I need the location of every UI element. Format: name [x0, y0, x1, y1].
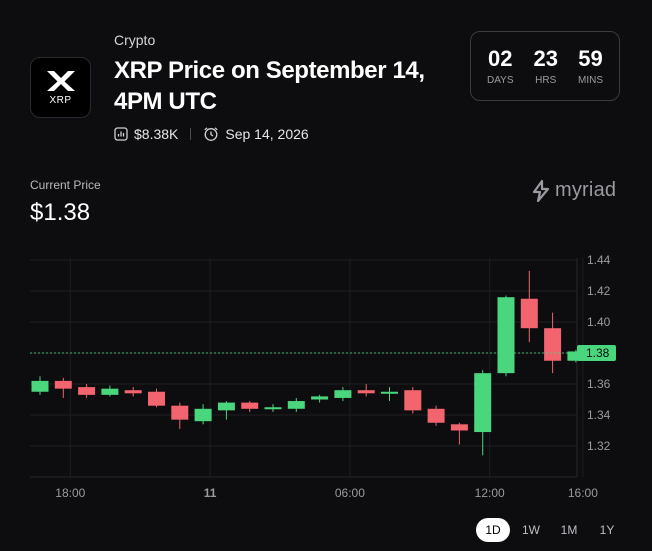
- candle: [427, 405, 445, 426]
- xrp-icon: [46, 71, 75, 91]
- price-chart[interactable]: 1.32 1.34 1.36 1.38 1.40 1.42 1.44 18:00 11 06:00…: [0, 240, 652, 506]
- candle: [101, 385, 119, 397]
- candle: [544, 312, 562, 374]
- myriad-logo-icon: [532, 179, 550, 202]
- candle: [404, 387, 422, 414]
- candle-body: [404, 390, 422, 411]
- candle-body: [474, 373, 492, 433]
- countdown-value: 23: [533, 46, 558, 71]
- candle: [264, 404, 282, 412]
- market-logo: XRP: [30, 57, 91, 118]
- candle: [357, 384, 375, 397]
- countdown-timer: 02 DAYS 23 HRS 59 MINS: [470, 31, 620, 101]
- countdown-label: DAYS: [487, 75, 514, 86]
- countdown-value: 02: [488, 46, 513, 71]
- candle-body: [124, 390, 142, 394]
- candle: [450, 422, 468, 445]
- candle: [567, 349, 585, 363]
- x-tick-label: 06:00: [335, 486, 365, 500]
- countdown-days: 02 DAYS: [487, 46, 514, 86]
- candle-body: [171, 405, 189, 420]
- candle: [311, 394, 329, 403]
- brand-name: myriad: [555, 179, 617, 201]
- market-category[interactable]: Crypto: [114, 32, 156, 48]
- candle: [124, 387, 142, 397]
- candle-body: [78, 387, 96, 395]
- candle: [287, 397, 305, 412]
- candle-body: [217, 402, 235, 411]
- range-tab-1m[interactable]: 1M: [560, 523, 578, 537]
- candle-body: [54, 380, 72, 389]
- x-tick-label: 16:00: [568, 486, 598, 500]
- chart-grid: [30, 258, 584, 477]
- candle: [194, 404, 212, 425]
- candle: [31, 376, 49, 395]
- x-tick-label: 18:00: [55, 486, 85, 500]
- y-tick-label: 1.42: [587, 284, 611, 298]
- candle-body: [194, 408, 212, 422]
- countdown-value: 59: [578, 46, 603, 71]
- y-tick-label: 1.32: [587, 439, 611, 453]
- candle-body: [357, 390, 375, 394]
- candle-body: [381, 391, 398, 394]
- current-price-label: Current Price: [30, 178, 101, 192]
- current-price-badge: [577, 345, 616, 361]
- x-tick-label: 12:00: [475, 486, 505, 500]
- range-selector: 1D 1W 1M 1Y: [476, 518, 628, 542]
- current-price-badge-label: 1.38: [586, 346, 610, 360]
- candle: [78, 384, 96, 398]
- y-tick-label: 1.34: [587, 408, 611, 422]
- candle-body: [520, 298, 538, 329]
- market-title: XRP Price on September 14, 4PM UTC: [114, 57, 425, 115]
- candle-body: [544, 328, 562, 361]
- candle-body: [101, 388, 119, 395]
- volume-value: $8.38K: [134, 126, 179, 142]
- y-tick-label: 1.44: [587, 253, 611, 267]
- candle-body: [427, 408, 445, 423]
- candle-body: [241, 402, 259, 409]
- logo-text: XRP: [49, 95, 72, 106]
- candle-body: [264, 407, 282, 410]
- candle: [334, 387, 352, 402]
- y-tick-label: 1.40: [587, 315, 611, 329]
- candle: [241, 401, 259, 412]
- range-tab-1d[interactable]: 1D: [476, 518, 510, 542]
- candle-body: [31, 380, 49, 392]
- candle-body: [148, 391, 165, 406]
- x-tick-label: 11: [204, 486, 217, 500]
- countdown-label: MINS: [577, 75, 603, 86]
- countdown-hours: 23 HRS: [534, 46, 558, 86]
- candle-body: [287, 401, 305, 409]
- chart-axes: 1.32 1.34 1.36 1.38 1.40 1.42 1.44 18:00 11 06:00…: [30, 253, 616, 500]
- candle: [148, 388, 165, 408]
- candle-body: [334, 390, 352, 398]
- candle: [474, 370, 492, 456]
- volume-chart-icon: [114, 127, 128, 141]
- candle: [217, 401, 235, 420]
- y-tick-label: 1.36: [587, 377, 611, 391]
- countdown-minutes: 59 MINS: [578, 46, 603, 86]
- range-tab-1w[interactable]: 1W: [522, 523, 540, 537]
- countdown-label: HRS: [535, 75, 557, 86]
- market-meta: $8.38K Sep 14, 2026: [114, 124, 309, 144]
- candle: [381, 387, 398, 402]
- candle: [520, 270, 538, 343]
- candles: [31, 270, 585, 456]
- candle-body: [311, 396, 329, 400]
- clock-icon: [203, 126, 219, 142]
- candle: [54, 377, 72, 398]
- candle-body: [567, 351, 585, 361]
- end-date: Sep 14, 2026: [225, 126, 309, 142]
- candle-body: [450, 424, 468, 431]
- range-tab-1y[interactable]: 1Y: [599, 523, 615, 537]
- candle: [497, 295, 515, 377]
- candle-body: [497, 297, 515, 374]
- meta-divider: [190, 128, 192, 140]
- current-price-value: $1.38: [30, 199, 91, 226]
- brand-logo: myriad: [531, 179, 616, 202]
- candle: [171, 402, 189, 429]
